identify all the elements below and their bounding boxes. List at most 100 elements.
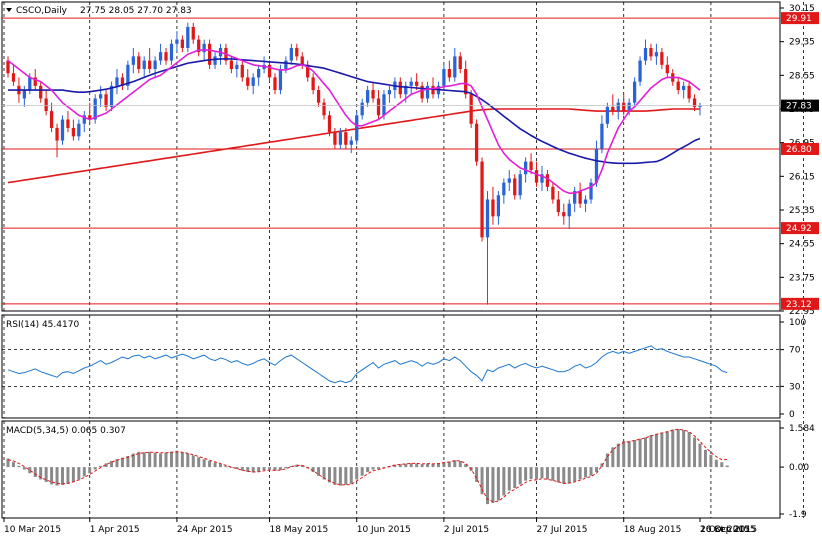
candle-body bbox=[551, 186, 555, 200]
macd-bar bbox=[137, 451, 141, 468]
candle-body bbox=[55, 127, 59, 141]
macd-bar bbox=[311, 467, 315, 473]
rsi-tick-label: 70 bbox=[789, 346, 801, 356]
candle-body bbox=[502, 182, 506, 196]
candle-body bbox=[660, 52, 664, 65]
time-tick-label: 24 Apr 2015 bbox=[177, 525, 233, 535]
candle-body bbox=[289, 47, 293, 61]
candle-body bbox=[507, 178, 511, 183]
price-panel[interactable] bbox=[1, 1, 781, 312]
macd-bar bbox=[665, 431, 669, 468]
candle-body bbox=[355, 115, 359, 141]
macd-bar bbox=[671, 429, 675, 468]
macd-bar bbox=[148, 451, 152, 468]
macd-bar bbox=[99, 465, 103, 468]
macd-bar bbox=[60, 467, 64, 485]
macd-bar bbox=[360, 467, 364, 476]
macd-bar bbox=[295, 464, 299, 468]
macd-bar bbox=[175, 450, 179, 468]
macd-bar bbox=[251, 467, 255, 473]
ma-long-line bbox=[7, 108, 700, 184]
level-badge-label: 23.12 bbox=[786, 300, 812, 310]
macd-bar bbox=[507, 467, 511, 491]
candle-body bbox=[529, 161, 533, 171]
macd-bar bbox=[88, 467, 92, 474]
macd-bar bbox=[39, 467, 43, 480]
macd-bar bbox=[197, 457, 201, 468]
macd-bar bbox=[622, 441, 626, 468]
macd-bar bbox=[246, 467, 250, 473]
candle-body bbox=[632, 81, 637, 103]
candle-body bbox=[6, 60, 10, 74]
macd-bar bbox=[426, 463, 430, 468]
rsi-tick-label: 30 bbox=[789, 382, 801, 392]
macd-bar bbox=[714, 459, 718, 468]
candle-body bbox=[589, 182, 593, 200]
macd-bar bbox=[142, 452, 146, 468]
candle-body bbox=[44, 98, 48, 112]
candle-body bbox=[387, 90, 392, 95]
macd-bar bbox=[616, 443, 620, 468]
macd-bar bbox=[349, 467, 353, 484]
macd-bar bbox=[725, 465, 729, 468]
candle-body bbox=[518, 174, 522, 196]
macd-bar bbox=[208, 460, 212, 468]
candle-body bbox=[524, 161, 528, 175]
candle-body bbox=[202, 43, 206, 53]
macd-bar bbox=[415, 463, 419, 468]
candle-body bbox=[98, 94, 103, 99]
level-badge-label: 29.91 bbox=[786, 14, 812, 24]
macd-bar bbox=[584, 467, 588, 478]
price-tick-label: 30.15 bbox=[789, 4, 815, 14]
candle-body bbox=[11, 73, 16, 82]
candle-body bbox=[594, 148, 599, 183]
level-badge bbox=[781, 222, 819, 235]
price-tick-label: 24.55 bbox=[789, 240, 815, 250]
rsi-panel[interactable] bbox=[1, 314, 781, 419]
macd-bar bbox=[322, 467, 326, 480]
candle-body bbox=[71, 127, 76, 137]
candle-body bbox=[578, 191, 582, 204]
candle-body bbox=[409, 81, 413, 86]
candle-body bbox=[491, 199, 495, 217]
level-badge-label: 26.80 bbox=[786, 145, 812, 155]
moving-average-long bbox=[7, 108, 700, 184]
macd-bar bbox=[633, 439, 637, 468]
macd-bar bbox=[6, 458, 10, 468]
candle-body bbox=[513, 178, 517, 196]
macd-bar bbox=[556, 467, 560, 483]
macd-bar bbox=[660, 432, 664, 468]
candle-body bbox=[464, 69, 468, 95]
candle-body bbox=[556, 199, 560, 213]
macd-bar bbox=[682, 430, 686, 468]
candle-body bbox=[327, 115, 332, 133]
macd-tick-label: 0.00 bbox=[789, 463, 809, 473]
chevron-down-icon[interactable] bbox=[6, 8, 12, 12]
macd-signal-line bbox=[7, 428, 728, 503]
macd-bar bbox=[257, 467, 261, 472]
time-tick-label: 2 Jul 2015 bbox=[444, 525, 489, 535]
macd-bar bbox=[676, 428, 680, 468]
level-badge-label: 24.92 bbox=[786, 224, 812, 234]
candle-body bbox=[371, 90, 375, 99]
macd-bar bbox=[573, 467, 577, 482]
macd-bar bbox=[262, 467, 266, 471]
candle-body bbox=[349, 140, 353, 145]
macd-bar bbox=[649, 435, 653, 468]
macd-bar bbox=[164, 452, 168, 468]
candle-body bbox=[164, 52, 168, 61]
macd-bar bbox=[159, 453, 163, 468]
candle-body bbox=[246, 77, 250, 86]
macd-bar bbox=[447, 461, 451, 468]
macd-bar bbox=[638, 438, 642, 468]
candle-body bbox=[376, 98, 381, 116]
macd-bar bbox=[644, 437, 648, 468]
macd-bar bbox=[453, 460, 457, 468]
level-badge bbox=[781, 12, 819, 25]
candle-body bbox=[415, 81, 419, 86]
price-tick-label: 23.75 bbox=[789, 273, 815, 283]
price-tick-label: 28.55 bbox=[789, 71, 815, 81]
candle-body bbox=[316, 90, 321, 103]
candle-body bbox=[82, 115, 86, 124]
